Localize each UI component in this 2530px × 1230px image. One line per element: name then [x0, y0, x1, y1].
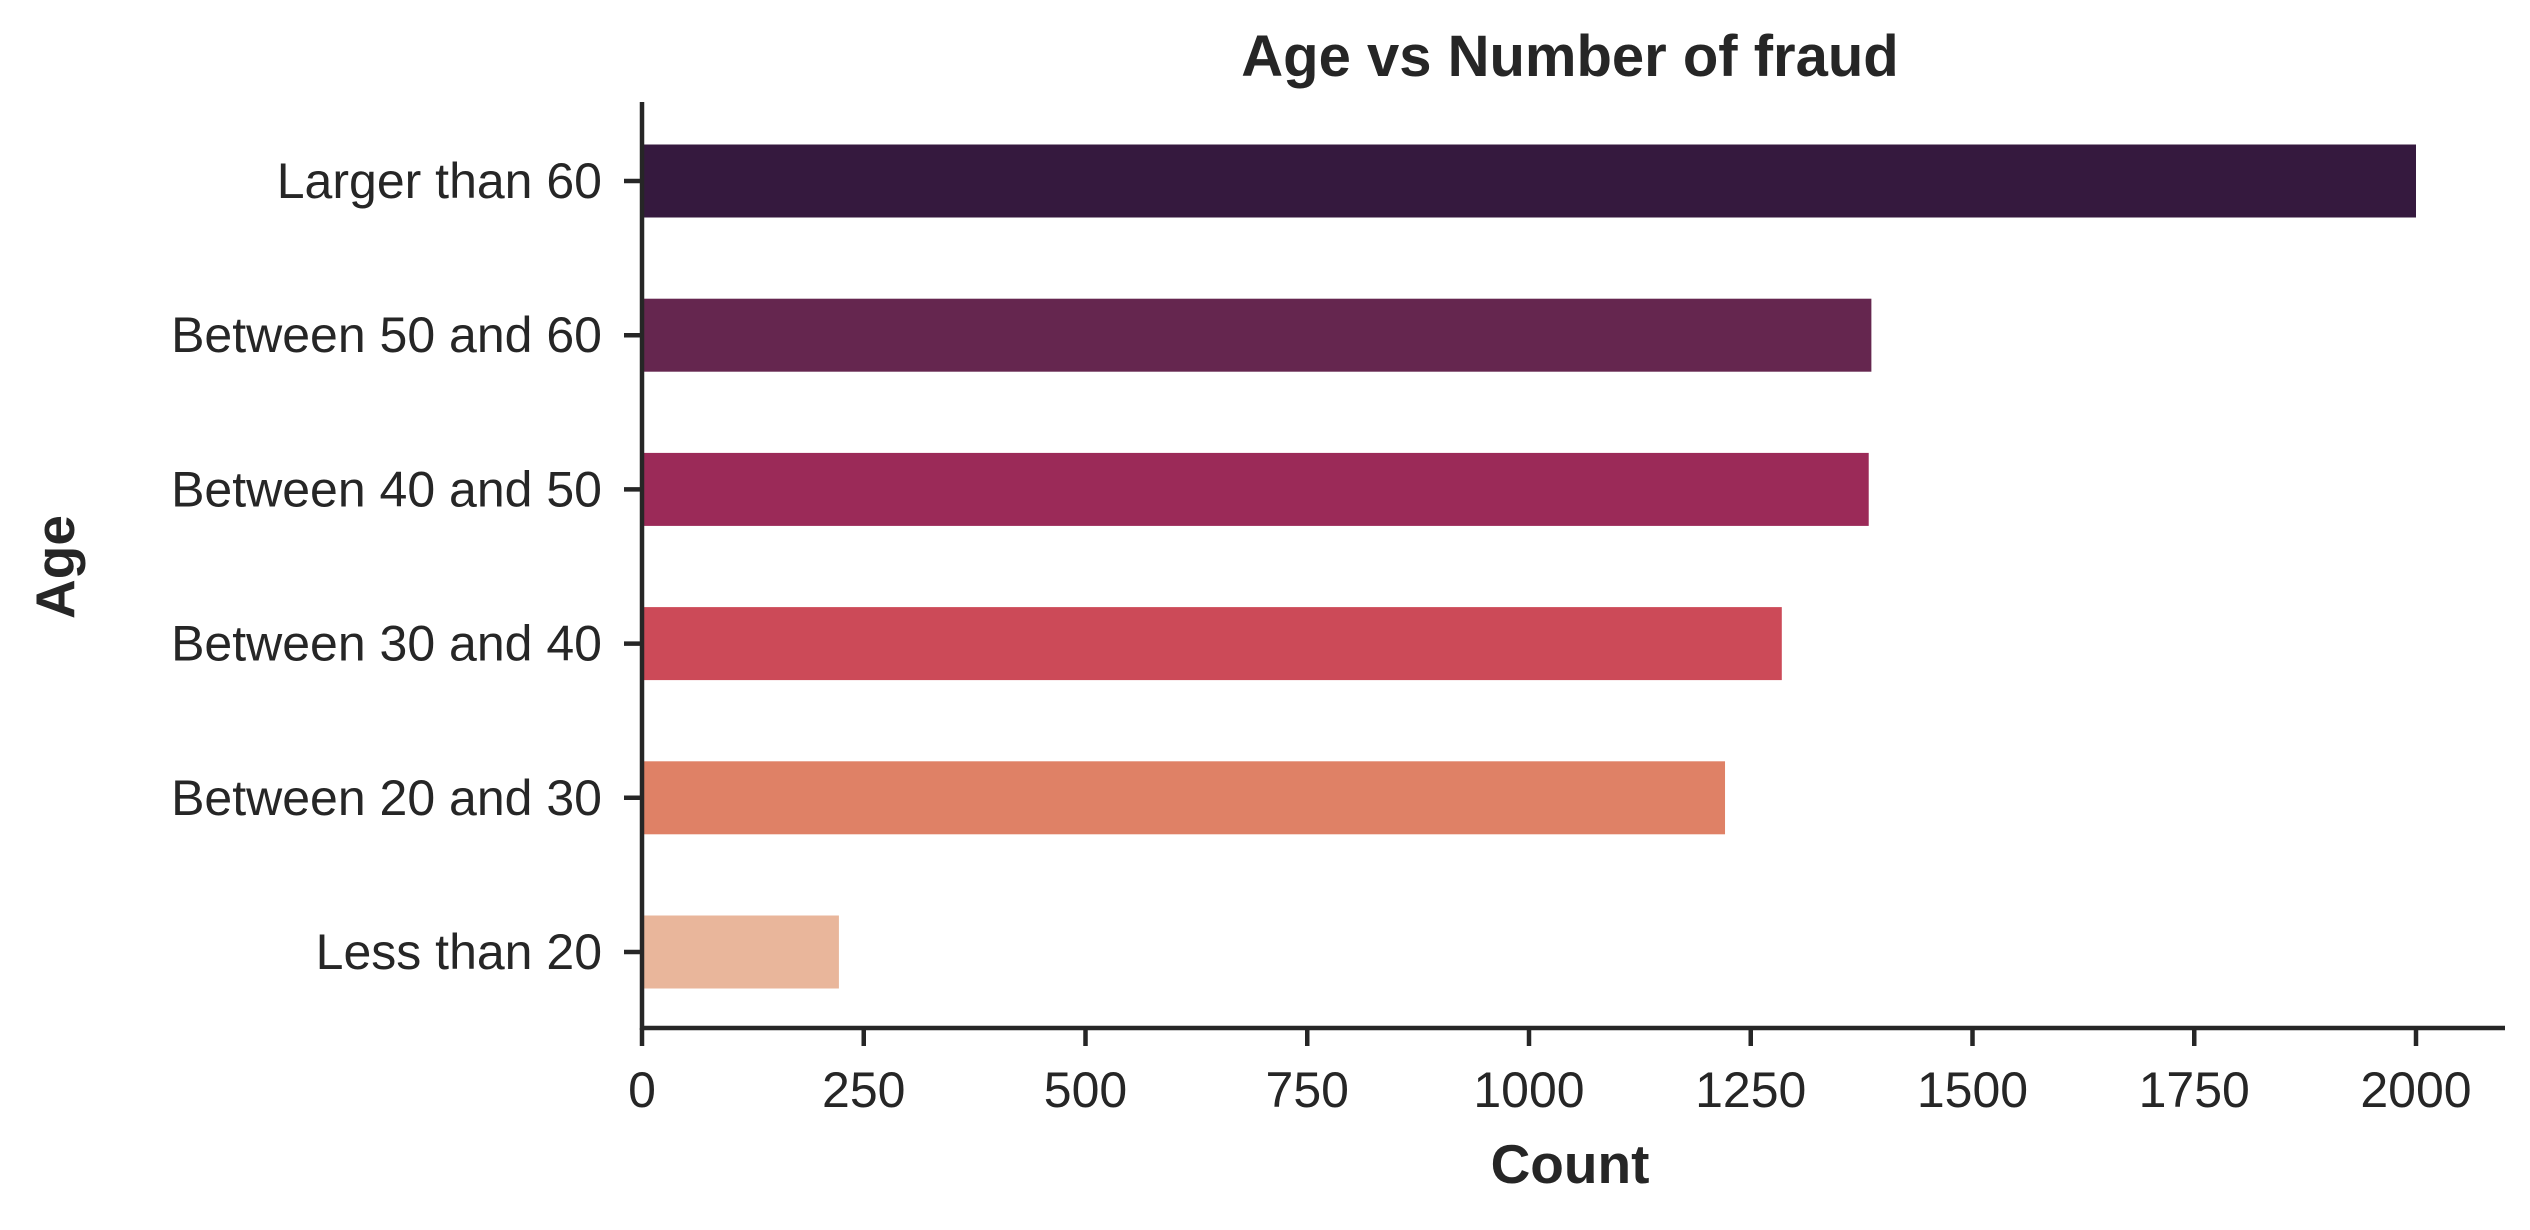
- x-tick-label: 1500: [1917, 1062, 2028, 1118]
- x-tick-label: 500: [1044, 1062, 1127, 1118]
- x-tick-label: 750: [1266, 1062, 1349, 1118]
- y-tick-label: Between 30 and 40: [171, 616, 602, 672]
- bar-0: [642, 144, 2416, 218]
- y-tick-label: Between 40 and 50: [171, 461, 602, 517]
- x-tick-label: 2000: [2360, 1062, 2471, 1118]
- bar-4: [642, 761, 1726, 835]
- x-axis-ticks: 0 250 500 750 1000 1250 1500 1750 2000: [628, 1028, 2472, 1118]
- y-axis-ticks: Larger than 60 Between 50 and 60 Between 4…: [171, 153, 642, 980]
- y-tick-label: Less than 20: [316, 924, 602, 980]
- bar-5: [642, 915, 839, 989]
- y-axis-label: Age: [24, 515, 86, 619]
- x-tick-label: 1750: [2139, 1062, 2250, 1118]
- bar-2: [642, 452, 1869, 526]
- bar-1: [642, 298, 1872, 372]
- bars-group: [642, 144, 2416, 989]
- x-tick-label: 1250: [1695, 1062, 1806, 1118]
- y-tick-label: Between 50 and 60: [171, 307, 602, 363]
- y-tick-label: Between 20 and 30: [171, 770, 602, 826]
- chart-title: Age vs Number of fraud: [1241, 24, 1898, 89]
- x-axis-label: Count: [1491, 1133, 1650, 1195]
- x-tick-label: 1000: [1473, 1062, 1584, 1118]
- y-tick-label: Larger than 60: [277, 153, 602, 209]
- bar-3: [642, 607, 1782, 681]
- x-tick-label: 0: [628, 1062, 656, 1118]
- x-tick-label: 250: [822, 1062, 905, 1118]
